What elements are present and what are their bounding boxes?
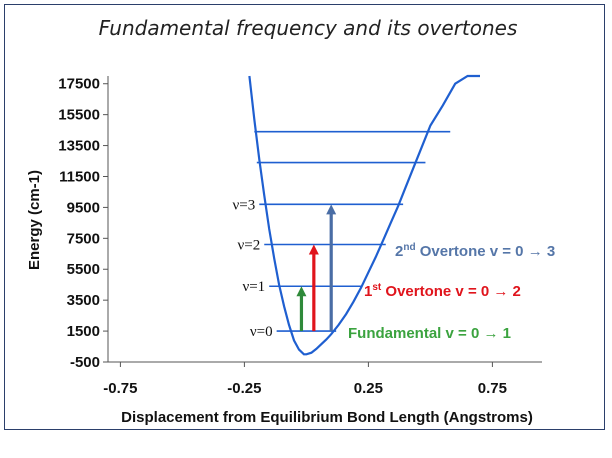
transition-arrow-head	[296, 286, 307, 297]
x-tick-label: 0.25	[354, 380, 383, 397]
slide-frame	[4, 4, 605, 430]
energy-level-label: ν=0	[250, 324, 273, 340]
annotation-superscript: nd	[403, 242, 415, 253]
annotation-text: 1st Overtone v = 0 → 2	[364, 282, 521, 300]
x-tick-label: -0.75	[103, 380, 137, 397]
annotations: Fundamental v = 0 → 1 1st Overtone v = 0 …	[348, 242, 555, 342]
y-tick-label: 3500	[67, 292, 100, 309]
x-axis-title: Displacement from Equilibrium Bond Lengt…	[121, 409, 533, 426]
x-axis-ticks: -0.75 -0.25 0.25 0.75	[103, 362, 507, 397]
chart-title: Fundamental frequency and its overtones	[99, 16, 518, 40]
y-tick-label: 11500	[59, 168, 100, 185]
annotation-number: 2	[395, 243, 403, 260]
transition-arrow-head	[326, 204, 337, 215]
transition-arrow-head	[308, 244, 319, 255]
y-tick-label: 1500	[67, 323, 100, 340]
annotation-text: 2nd Overtone v = 0 → 3	[395, 242, 555, 260]
energy-levels: ν=0 ν=1 ν=2 ν=3	[233, 130, 451, 340]
annotation-rest: Overtone v = 0 → 3	[416, 243, 556, 260]
potential-curve	[248, 74, 480, 356]
y-tick-label: -500	[70, 354, 100, 371]
energy-level-label: ν=1	[242, 279, 265, 295]
annotation-rest: Overtone v = 0 → 2	[381, 283, 521, 300]
y-tick-label: 17500	[58, 76, 100, 93]
x-tick-label: 0.75	[478, 380, 507, 397]
y-axis-title: Energy (cm-1)	[26, 170, 43, 270]
y-tick-label: 7500	[67, 230, 100, 247]
energy-level-label: ν=2	[237, 238, 260, 254]
y-tick-label: 5500	[67, 261, 100, 278]
y-axis-ticks: 17500 15500 13500 11500 9500 7500 5500 3500 1500…	[58, 76, 108, 371]
y-tick-label: 15500	[58, 107, 100, 124]
y-tick-label: 9500	[67, 199, 100, 216]
annotation-superscript: st	[372, 282, 382, 293]
energy-level-label: ν=3	[233, 197, 256, 213]
annotation-number: 1	[364, 283, 372, 300]
transition-arrows	[296, 204, 337, 332]
x-tick-label: -0.25	[227, 380, 261, 397]
y-tick-label: 13500	[58, 138, 100, 155]
annotation-text: Fundamental v = 0 → 1	[348, 325, 511, 342]
